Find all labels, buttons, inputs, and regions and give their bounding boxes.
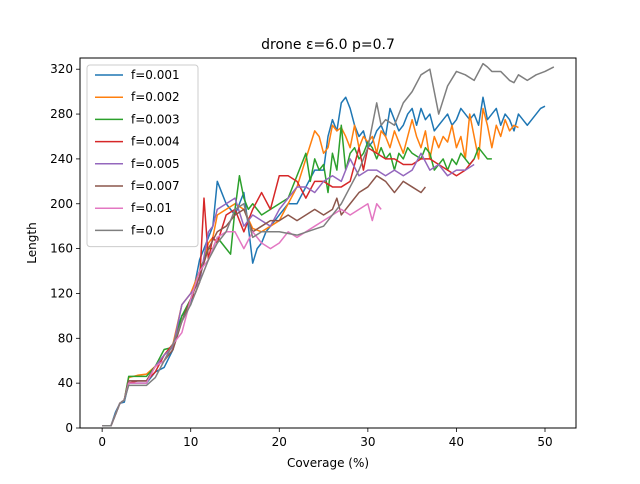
y-tick-label-0: 0: [65, 421, 73, 435]
series-line-5: [102, 174, 427, 427]
legend-label-4: f=0.005: [131, 157, 180, 171]
chart-title: drone ε=6.0 p=0.7: [261, 37, 395, 53]
series-line-7: [102, 62, 555, 427]
legend-label-7: f=0.0: [131, 223, 164, 237]
y-axis: 0 40 80 120 160 200 240 280 320: [50, 62, 80, 435]
x-tick-label-2: 20: [272, 435, 287, 449]
legend: f=0.001 f=0.002 f=0.003 f=0.004 f=0.005 f=0.0…: [86, 64, 199, 248]
series-line-0: [102, 96, 546, 427]
x-axis-label: Coverage (%): [287, 456, 369, 470]
legend-label-6: f=0.01: [131, 201, 172, 215]
x-tick-label-5: 50: [537, 435, 552, 449]
y-tick-label-3: 120: [50, 286, 73, 300]
series-line-3: [102, 146, 475, 427]
y-tick-label-5: 200: [50, 197, 73, 211]
series-line-1: [102, 107, 519, 427]
y-tick-label-8: 320: [50, 62, 73, 76]
legend-label-5: f=0.007: [131, 179, 180, 193]
y-tick-label-7: 280: [50, 107, 73, 121]
x-tick-label-4: 40: [449, 435, 464, 449]
y-tick-label-1: 40: [58, 376, 73, 390]
x-tick-label-3: 30: [360, 435, 375, 449]
legend-label-2: f=0.003: [131, 112, 180, 126]
plot-frame: [79, 57, 577, 429]
legend-label-0: f=0.001: [131, 68, 180, 82]
series-line-6: [102, 203, 382, 427]
y-tick-label-2: 80: [58, 331, 73, 345]
x-axis: 0 10 20 30 40 50: [98, 428, 553, 449]
legend-label-1: f=0.002: [131, 90, 180, 104]
x-tick-label-0: 0: [98, 435, 106, 449]
legend-box: [86, 64, 199, 248]
y-axis-label: Length: [25, 222, 39, 263]
series-layer: [102, 62, 555, 427]
x-tick-label-1: 10: [183, 435, 198, 449]
legend-label-3: f=0.004: [131, 135, 180, 149]
y-tick-label-4: 160: [50, 242, 73, 256]
y-tick-label-6: 240: [50, 152, 73, 166]
